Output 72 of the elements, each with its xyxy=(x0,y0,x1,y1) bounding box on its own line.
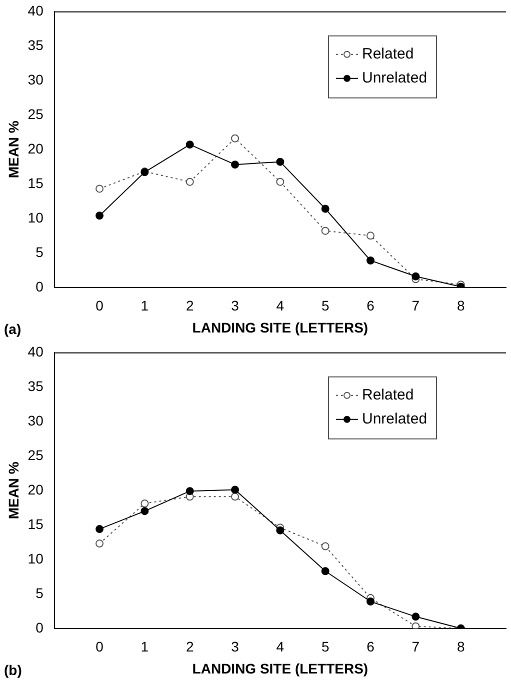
point xyxy=(96,540,104,548)
text: (b) xyxy=(4,662,22,678)
point xyxy=(366,232,375,240)
point xyxy=(276,158,284,166)
x-tick-label: 3 xyxy=(231,638,240,655)
x-tick-label: 6 xyxy=(366,298,375,314)
point xyxy=(186,178,194,186)
x-tick-label: 0 xyxy=(96,298,104,314)
y-tick-label: 10 xyxy=(28,550,44,566)
x-tick-label: 6 xyxy=(366,638,375,655)
x-tick-label: 2 xyxy=(186,638,194,655)
point xyxy=(140,507,149,516)
legend-label: Related xyxy=(362,46,414,63)
point xyxy=(186,487,194,496)
point xyxy=(140,500,149,508)
point xyxy=(276,178,284,186)
y-tick-label: 0 xyxy=(36,619,44,636)
legend-label: Unrelated xyxy=(362,410,428,428)
y-tick-label: 10 xyxy=(28,209,44,226)
point xyxy=(276,526,284,534)
x-tick-label: 1 xyxy=(140,298,149,314)
y-tick-label: 15 xyxy=(28,516,44,532)
y-tick-label: 40 xyxy=(28,343,44,360)
y-tick-label: 15 xyxy=(28,174,44,191)
point xyxy=(321,226,330,235)
y-axis-title: MEAN % xyxy=(5,120,22,178)
point xyxy=(366,256,375,264)
x-tick-label: 5 xyxy=(321,298,330,314)
y-tick-label: 30 xyxy=(28,71,44,88)
point xyxy=(96,212,104,220)
x-tick-label: 7 xyxy=(412,298,420,314)
x-tick-label: 2 xyxy=(186,298,194,314)
y-tick-label: 5 xyxy=(36,584,44,601)
point xyxy=(321,204,330,213)
point xyxy=(412,622,420,628)
y-tick-label: 20 xyxy=(28,481,44,498)
point xyxy=(366,597,375,606)
y-tick-label: 30 xyxy=(28,412,44,428)
point xyxy=(96,184,104,193)
y-axis-title: MEAN % xyxy=(5,461,22,520)
point xyxy=(321,542,330,550)
x-tick-label: 8 xyxy=(456,298,465,314)
y-tick-label: 0 xyxy=(36,278,44,294)
point xyxy=(231,486,240,494)
x-tick-label: 0 xyxy=(96,638,104,655)
legend-label: Unrelated xyxy=(362,70,428,87)
x-tick-label: 3 xyxy=(231,298,240,314)
y-tick-label: 35 xyxy=(28,378,44,394)
y-tick-label: 40 xyxy=(28,2,44,18)
y-tick-label: 5 xyxy=(36,244,44,260)
x-tick-label: 7 xyxy=(412,638,420,655)
point xyxy=(96,525,104,534)
x-tick-label: 4 xyxy=(276,298,284,314)
x-tick-label: 4 xyxy=(276,638,284,655)
legend-label: Related xyxy=(362,386,414,404)
y-tick-label: 20 xyxy=(28,140,44,156)
x-axis-title: LANDING SITE (LETTERS) xyxy=(192,319,368,336)
y-tick-label: 25 xyxy=(28,106,44,122)
point xyxy=(412,272,420,280)
x-tick-label: 1 xyxy=(140,638,149,655)
text: (a) xyxy=(4,320,22,337)
point xyxy=(231,492,240,501)
point xyxy=(231,134,240,142)
point xyxy=(321,567,330,576)
x-axis-title: LANDING SITE (LETTERS) xyxy=(192,660,368,676)
point xyxy=(186,140,194,149)
x-tick-label: 8 xyxy=(456,638,465,655)
x-tick-label: 5 xyxy=(321,638,330,655)
point xyxy=(231,160,240,169)
y-tick-label: 25 xyxy=(28,446,44,463)
y-tick-label: 35 xyxy=(28,36,44,53)
point xyxy=(412,612,420,621)
